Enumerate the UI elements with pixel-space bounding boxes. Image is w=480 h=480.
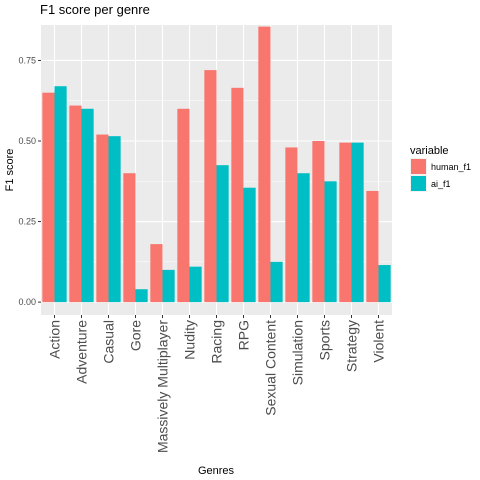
- y-tick-label: 0.25: [18, 217, 36, 227]
- bar-ai_f1-violent: [378, 265, 391, 303]
- x-tick-label: Gore: [128, 320, 144, 351]
- bar-human_f1-adventure: [69, 105, 82, 303]
- x-axis-ticks: Action Adventure Casual Gore Massively Multi…: [47, 315, 387, 453]
- legend-title: variable: [410, 145, 449, 157]
- x-tick-label: Casual: [101, 320, 117, 364]
- y-axis-ticks: 0.00 0.25 0.50 0.75: [18, 55, 41, 307]
- bar-human_f1-sexual-content: [258, 26, 271, 303]
- x-tick-label: Sexual Content: [263, 320, 279, 416]
- bar-ai_f1-simulation: [297, 173, 310, 303]
- bar-ai_f1-nudity: [189, 266, 202, 303]
- bar-ai_f1-strategy: [351, 142, 364, 303]
- x-tick-label: Violent: [371, 320, 387, 363]
- bar-ai_f1-massively-multiplayer: [162, 269, 175, 303]
- bar-ai_f1-casual: [108, 136, 121, 303]
- legend-swatch-human_f1: [411, 159, 426, 174]
- x-tick-label: Racing: [209, 320, 225, 364]
- bar-ai_f1-racing: [216, 165, 229, 303]
- y-tick-label: 0.75: [18, 55, 36, 65]
- bar-human_f1-sports: [312, 141, 325, 303]
- bar-ai_f1-gore: [135, 289, 148, 303]
- x-tick-label: Action: [47, 320, 63, 359]
- x-tick-label: Adventure: [74, 320, 90, 384]
- y-tick-label: 0.50: [18, 136, 36, 146]
- bar-human_f1-strategy: [339, 142, 352, 303]
- legend: variable human_f1 ai_f1: [410, 145, 471, 192]
- y-tick-label: 0.00: [18, 297, 36, 307]
- bar-human_f1-casual: [96, 134, 109, 303]
- bar-human_f1-simulation: [285, 147, 298, 303]
- bar-human_f1-violent: [366, 190, 379, 303]
- x-tick-label: Simulation: [290, 320, 306, 385]
- x-tick-label: Nudity: [182, 320, 198, 360]
- bar-ai_f1-adventure: [81, 108, 94, 303]
- bars: [42, 26, 391, 303]
- legend-label-ai_f1: ai_f1: [431, 179, 451, 189]
- chart-title: F1 score per genre: [40, 2, 150, 17]
- bar-ai_f1-sports: [324, 181, 337, 303]
- x-tick-label: Sports: [317, 320, 333, 360]
- x-tick-label: Strategy: [344, 320, 360, 372]
- legend-swatch-ai_f1: [411, 176, 426, 191]
- x-tick-label: RPG: [236, 320, 252, 350]
- bar-human_f1-massively-multiplayer: [150, 244, 163, 303]
- bar-human_f1-action: [42, 92, 55, 303]
- bar-ai_f1-sexual-content: [270, 261, 283, 303]
- bar-human_f1-nudity: [177, 108, 190, 303]
- bar-ai_f1-rpg: [243, 187, 256, 303]
- x-tick-label: Massively Multiplayer: [155, 320, 171, 453]
- bar-human_f1-gore: [123, 173, 136, 303]
- bar-ai_f1-action: [54, 86, 67, 303]
- bar-human_f1-rpg: [231, 87, 244, 303]
- bar-human_f1-racing: [204, 70, 217, 303]
- y-axis-label: F1 score: [4, 149, 16, 192]
- x-axis-label: Genres: [198, 465, 235, 477]
- legend-label-human_f1: human_f1: [431, 162, 471, 172]
